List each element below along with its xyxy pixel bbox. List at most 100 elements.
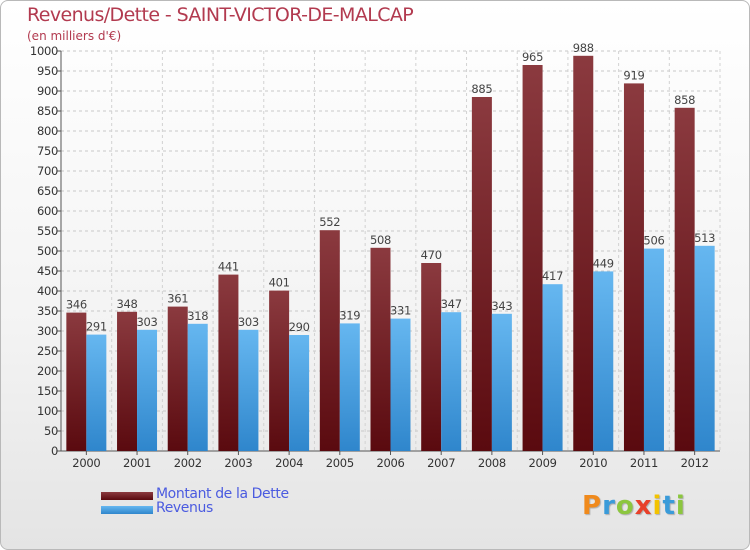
y-tick-label: 350 [37,304,58,318]
data-label-revenus: 417 [542,269,563,283]
x-tick-label: 2006 [376,456,404,470]
y-tick-label: 900 [37,84,58,98]
x-tick-label: 2010 [579,456,607,470]
y-tick-label: 950 [37,64,58,78]
y-tick-label: 200 [37,364,58,378]
bar-revenus [137,330,157,451]
x-tick-label: 2007 [427,456,455,470]
logo-letter: o [616,491,635,521]
y-tick-label: 850 [37,104,58,118]
chart-frame: Revenus/Dette - SAINT-VICTOR-DE-MALCAP (… [0,0,750,550]
bar-dette [573,56,593,451]
bar-dette [168,307,188,451]
bar-dette [117,312,137,451]
data-label-revenus: 506 [643,234,664,248]
bar-revenus [441,312,461,451]
y-tick-label: 1000 [30,44,58,58]
data-label-dette: 552 [319,215,340,229]
y-tick-label: 250 [37,344,58,358]
data-label-revenus: 513 [694,231,715,245]
y-tick-label: 50 [44,424,58,438]
bar-revenus [391,319,411,451]
data-label-revenus: 303 [137,315,158,329]
data-label-dette: 858 [674,93,695,107]
bar-revenus [340,323,360,451]
bar-dette [523,65,543,451]
bar-revenus [543,284,563,451]
data-label-revenus: 318 [187,309,208,323]
bar-revenus [593,271,613,451]
data-label-revenus: 449 [593,256,614,270]
logo-letter: t [662,491,675,521]
data-label-dette: 361 [167,292,188,306]
y-tick-labels: 0 50 100 150 200 250 300 350 400 450 500 550 600 650 7… [30,44,58,458]
x-tick-label: 2009 [529,456,557,470]
bar-dette [66,313,86,451]
y-tick-label: 150 [37,384,58,398]
y-tick-label: 800 [37,124,58,138]
logo-letter: P [582,491,602,521]
bar-dette [624,83,644,451]
y-tick-label: 550 [37,224,58,238]
data-label-revenus: 319 [339,308,360,322]
logo-letter: r [602,491,616,521]
x-tick-label: 2003 [224,456,252,470]
y-tick-label: 0 [51,444,58,458]
data-label-dette: 988 [573,41,594,55]
y-tick-label: 400 [37,284,58,298]
data-label-revenus: 347 [441,297,462,311]
y-tick-label: 300 [37,324,58,338]
y-tick-label: 100 [37,404,58,418]
proxiti-logo: Proxiti [582,491,686,521]
data-label-revenus: 343 [491,299,512,313]
logo-letter: x [635,491,653,521]
bar-revenus [695,246,715,451]
logo-letter: i [676,491,686,521]
x-tick-label: 2012 [681,456,709,470]
y-tick-label: 600 [37,204,58,218]
bar-dette [371,248,391,451]
x-tick-label: 2000 [72,456,100,470]
x-tick-label: 2011 [630,456,658,470]
legend-swatch-revenus [101,506,153,514]
data-label-dette: 401 [269,276,290,290]
bar-dette [218,275,238,451]
x-tick-label: 2001 [123,456,151,470]
data-labels: 346 291 348 303 361 318 441 303 401 290 552 319 508 3… [66,41,715,334]
bar-revenus [238,330,258,451]
y-tick-label: 450 [37,264,58,278]
bar-dette [421,263,441,451]
data-label-dette: 508 [370,233,391,247]
logo-letter: i [653,491,663,521]
bar-revenus [289,335,309,451]
legend-swatch-dette [101,492,153,500]
data-label-revenus: 303 [238,315,259,329]
x-tick-labels: 2000 2001 2002 2003 2004 2005 2006 2007 2008 2009… [72,456,708,470]
data-label-dette: 441 [218,260,239,274]
data-label-dette: 965 [522,50,543,64]
bar-revenus [644,249,664,451]
data-label-dette: 470 [421,248,442,262]
y-tick-label: 750 [37,144,58,158]
data-label-dette: 885 [471,82,492,96]
data-label-dette: 919 [623,68,644,82]
x-tick-label: 2002 [174,456,202,470]
bar-chart: 0 50 100 150 200 250 300 350 400 450 500 550 600 650 7… [1,1,749,549]
bar-revenus [86,335,106,451]
bar-dette [472,97,492,451]
legend-label-revenus: Revenus [156,500,213,516]
y-tick-label: 500 [37,244,58,258]
bar-dette [320,230,340,451]
y-tick-label: 650 [37,184,58,198]
data-label-dette: 348 [117,297,138,311]
bar-revenus [492,314,512,451]
x-tick-label: 2008 [478,456,506,470]
x-tick-label: 2004 [275,456,303,470]
data-label-revenus: 290 [289,320,310,334]
bar-dette [269,291,289,451]
data-label-revenus: 291 [86,320,107,334]
bars [66,56,714,451]
y-tick-label: 700 [37,164,58,178]
data-label-dette: 346 [66,298,87,312]
data-label-revenus: 331 [390,304,411,318]
